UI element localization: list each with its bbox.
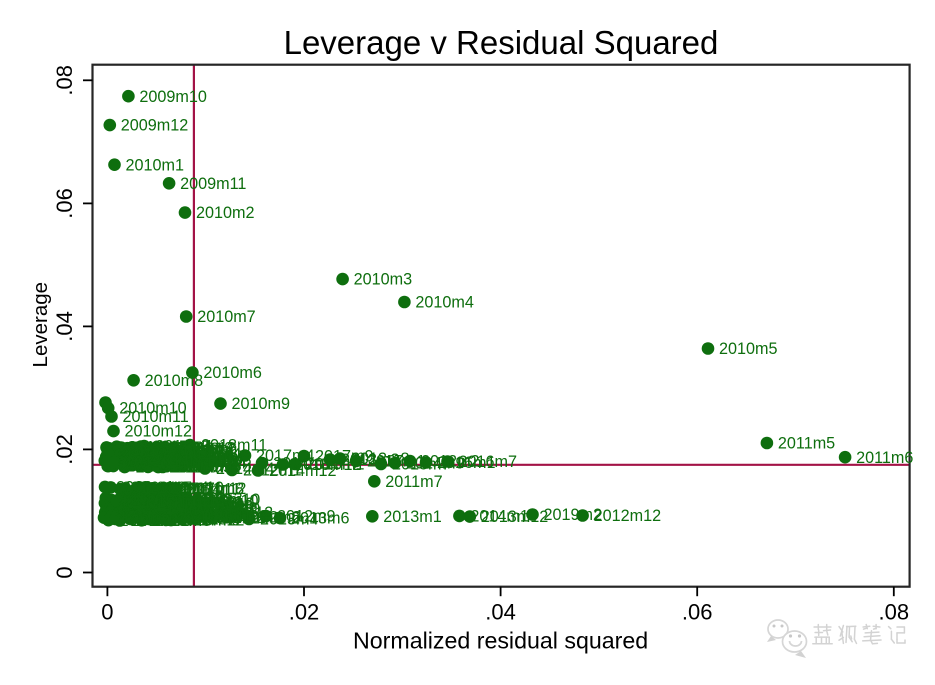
svg-text:.06: .06 — [682, 600, 713, 625]
svg-text:2018m4: 2018m4 — [139, 493, 198, 511]
svg-text:Leverage v Residual Squared: Leverage v Residual Squared — [284, 24, 719, 61]
svg-text:0: 0 — [52, 566, 77, 578]
svg-text:.04: .04 — [52, 311, 77, 342]
svg-text:2011m6: 2011m6 — [856, 449, 913, 467]
svg-text:2011m7: 2011m7 — [385, 473, 442, 491]
svg-text:2014m4: 2014m4 — [154, 452, 213, 470]
svg-text:.08: .08 — [52, 65, 77, 96]
svg-text:2009m11: 2009m11 — [180, 175, 246, 193]
svg-text:.04: .04 — [485, 600, 516, 625]
svg-text:.06: .06 — [52, 188, 77, 219]
svg-text:2010m4: 2010m4 — [415, 294, 474, 312]
svg-text:.08: .08 — [879, 600, 910, 625]
svg-text:2010m9: 2010m9 — [232, 395, 291, 413]
svg-text:2010m5: 2010m5 — [719, 340, 778, 358]
svg-text:2010m8: 2010m8 — [145, 372, 204, 390]
svg-text:2013m1: 2013m1 — [383, 508, 442, 526]
svg-text:2010m2: 2010m2 — [196, 204, 255, 222]
svg-text:2010m3: 2010m3 — [354, 271, 413, 289]
svg-text:Normalized residual squared: Normalized residual squared — [353, 628, 648, 654]
svg-text:2010m1: 2010m1 — [126, 156, 185, 174]
svg-text:.02: .02 — [52, 434, 77, 465]
svg-text:.02: .02 — [289, 600, 320, 625]
svg-text:2010m6: 2010m6 — [203, 364, 262, 382]
svg-text:2014m9: 2014m9 — [406, 455, 465, 473]
svg-text:Leverage: Leverage — [29, 282, 52, 367]
svg-text:0: 0 — [101, 600, 113, 625]
svg-text:2012m12: 2012m12 — [594, 507, 662, 525]
svg-text:2016m7: 2016m7 — [459, 453, 518, 471]
svg-text:2010m7: 2010m7 — [197, 308, 256, 326]
svg-text:2011m5: 2011m5 — [778, 435, 835, 453]
svg-text:2013m12: 2013m12 — [481, 508, 549, 526]
svg-text:2013m6: 2013m6 — [291, 510, 350, 528]
svg-text:2009m12: 2009m12 — [121, 117, 189, 135]
svg-text:2013m8: 2013m8 — [351, 450, 410, 468]
svg-text:2009m10: 2009m10 — [139, 88, 207, 106]
